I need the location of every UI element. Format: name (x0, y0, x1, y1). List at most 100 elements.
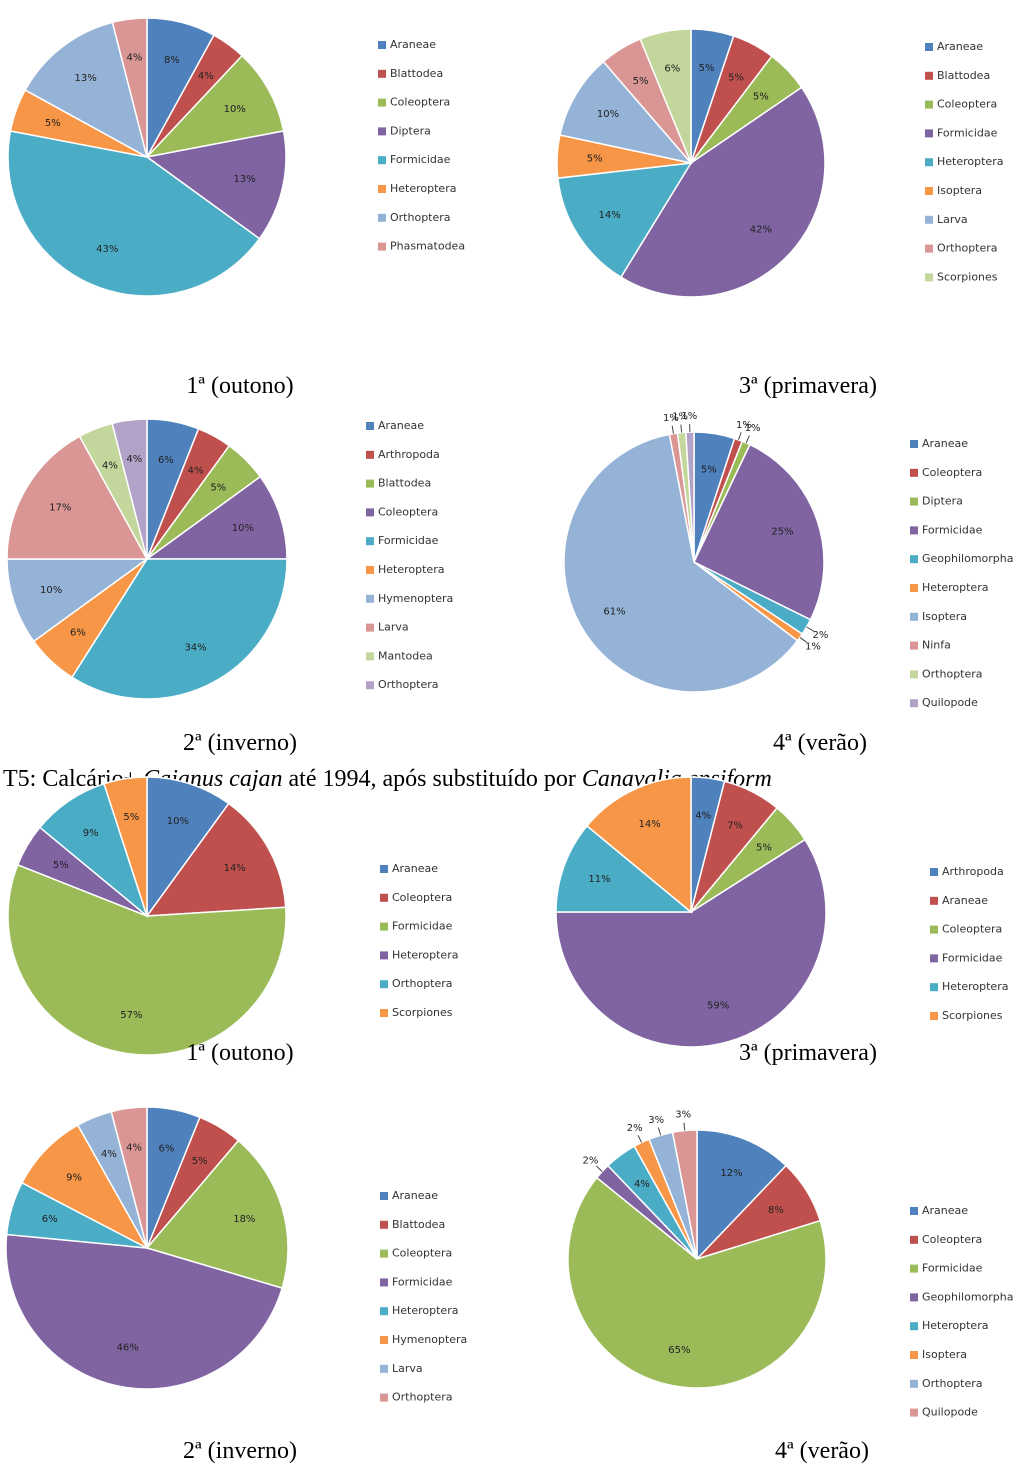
data-label: 17% (49, 503, 71, 514)
chart-caption: 4ª (verão) (773, 730, 867, 756)
legend-label: Heteroptera (942, 980, 1008, 993)
legend-swatch (366, 623, 374, 632)
legend-label: Heteroptera (922, 1319, 988, 1332)
chart: 6% 5% 18% 46% 6% 9% 4% 4% Araneae Blattodea Coleop… (5, 1106, 467, 1464)
legend-label: Hymenoptera (392, 1333, 467, 1346)
data-label: 9% (66, 1172, 82, 1183)
data-label: 1% (805, 642, 821, 653)
legend-swatch (930, 1012, 938, 1020)
data-label: 43% (96, 244, 118, 255)
chart: 5%1%1%25%2%1%61%1%1%1%AraneaeColeopteraD… (563, 411, 1013, 756)
legend-label: Mantodea (378, 649, 433, 662)
pie-slice (103, 776, 148, 917)
legend-label: Orthoptera (390, 211, 451, 224)
legend-swatch (910, 1379, 918, 1388)
legend-label: Heteroptera (390, 182, 456, 195)
legend-label: Coleoptera (392, 1247, 452, 1260)
data-label: 5% (753, 91, 769, 102)
legend-label: Formicidae (378, 534, 439, 547)
data-label: 2% (627, 1123, 643, 1134)
data-label: 10% (597, 109, 619, 120)
legend-swatch (380, 893, 388, 902)
legend-label: Araneae (922, 1204, 968, 1217)
legend-label: Formicidae (392, 1275, 453, 1288)
leader-line (745, 435, 750, 444)
legend-label: Scorpiones (392, 1006, 453, 1019)
legend-swatch (366, 422, 374, 430)
legend-swatch (380, 865, 388, 873)
legend-swatch (380, 1364, 388, 1373)
pie-slice (619, 86, 826, 298)
legend-label: Coleoptera (922, 1233, 982, 1246)
legend-label: Orthoptera (922, 667, 983, 680)
chart-caption: 3ª (primavera) (739, 373, 877, 399)
legend-swatch (930, 954, 938, 963)
legend-swatch (380, 1220, 388, 1229)
legend-swatch (366, 566, 374, 574)
legend-swatch (366, 594, 374, 603)
data-label: 61% (603, 606, 625, 617)
chart: 5% 5% 5% 42% 14% 5% 10% 5% 6% Araneae Blattodea Col… (556, 28, 1003, 399)
legend-label: Blattodea (937, 69, 990, 82)
heading-text: até 1994, após substituído por (283, 766, 582, 792)
legend-swatch (925, 43, 933, 51)
data-label: 4% (127, 53, 143, 64)
data-label: 6% (158, 455, 174, 466)
pie-slice (559, 60, 694, 165)
legend-label: Geophilomorpha (922, 552, 1013, 565)
data-label: 13% (234, 174, 256, 185)
legend-label: Formicidae (922, 523, 983, 536)
leader-line (806, 626, 814, 632)
legend-swatch (366, 652, 374, 661)
legend-label: Arthropoda (378, 448, 440, 461)
legend-label: Araneae (378, 419, 424, 432)
legend-swatch (910, 497, 918, 506)
leader-line (637, 1135, 643, 1143)
data-label: 12% (720, 1168, 742, 1179)
data-label: 65% (668, 1345, 690, 1356)
pie-slice (111, 418, 148, 560)
pie-slice (6, 558, 150, 643)
legend-swatch (366, 681, 374, 690)
data-label: 5% (192, 1156, 208, 1167)
legend-label: Heteroptera (392, 1304, 458, 1317)
data-label: 6% (158, 1143, 174, 1154)
pie-slice (144, 475, 288, 560)
legend-label: Arthropoda (942, 865, 1004, 878)
data-label: 25% (771, 526, 793, 537)
legend-swatch (378, 127, 386, 136)
legend-label: Formicidae (392, 920, 453, 933)
legend-label: Coleoptera (937, 98, 997, 111)
legend-label: Formicidae (942, 951, 1003, 964)
legend-swatch (910, 1207, 918, 1215)
legend-swatch (910, 1264, 918, 1273)
data-label: 59% (707, 1000, 729, 1011)
legend-swatch (910, 526, 918, 535)
legend-swatch (910, 1293, 918, 1302)
data-label: 4% (198, 71, 214, 82)
leader-line (671, 425, 674, 434)
pie-slice (6, 435, 149, 560)
data-label: 6% (664, 63, 680, 74)
legend-label: Isoptera (937, 184, 982, 197)
legend-swatch (380, 1336, 388, 1344)
leader-line (683, 1122, 686, 1131)
legend-label: Formicidae (937, 126, 998, 139)
legend-label: Heteroptera (922, 581, 988, 594)
legend-label: Coleoptera (390, 96, 450, 109)
legend-swatch (380, 1307, 388, 1316)
heading: T5: Calcário+ Cajanus cajan até 1994, ap… (3, 766, 772, 792)
pie-slice (696, 1129, 788, 1261)
legend-swatch (366, 450, 374, 459)
pie-slice (585, 776, 692, 914)
data-label: 1% (663, 413, 679, 424)
data-label: 8% (768, 1205, 784, 1216)
data-label: 2% (813, 630, 829, 641)
pie-slice (24, 21, 149, 159)
legend-swatch (378, 213, 386, 222)
data-label: 10% (224, 104, 246, 115)
leader-line (596, 1165, 603, 1172)
data-label: 6% (42, 1214, 58, 1225)
pie-slice (684, 431, 695, 563)
